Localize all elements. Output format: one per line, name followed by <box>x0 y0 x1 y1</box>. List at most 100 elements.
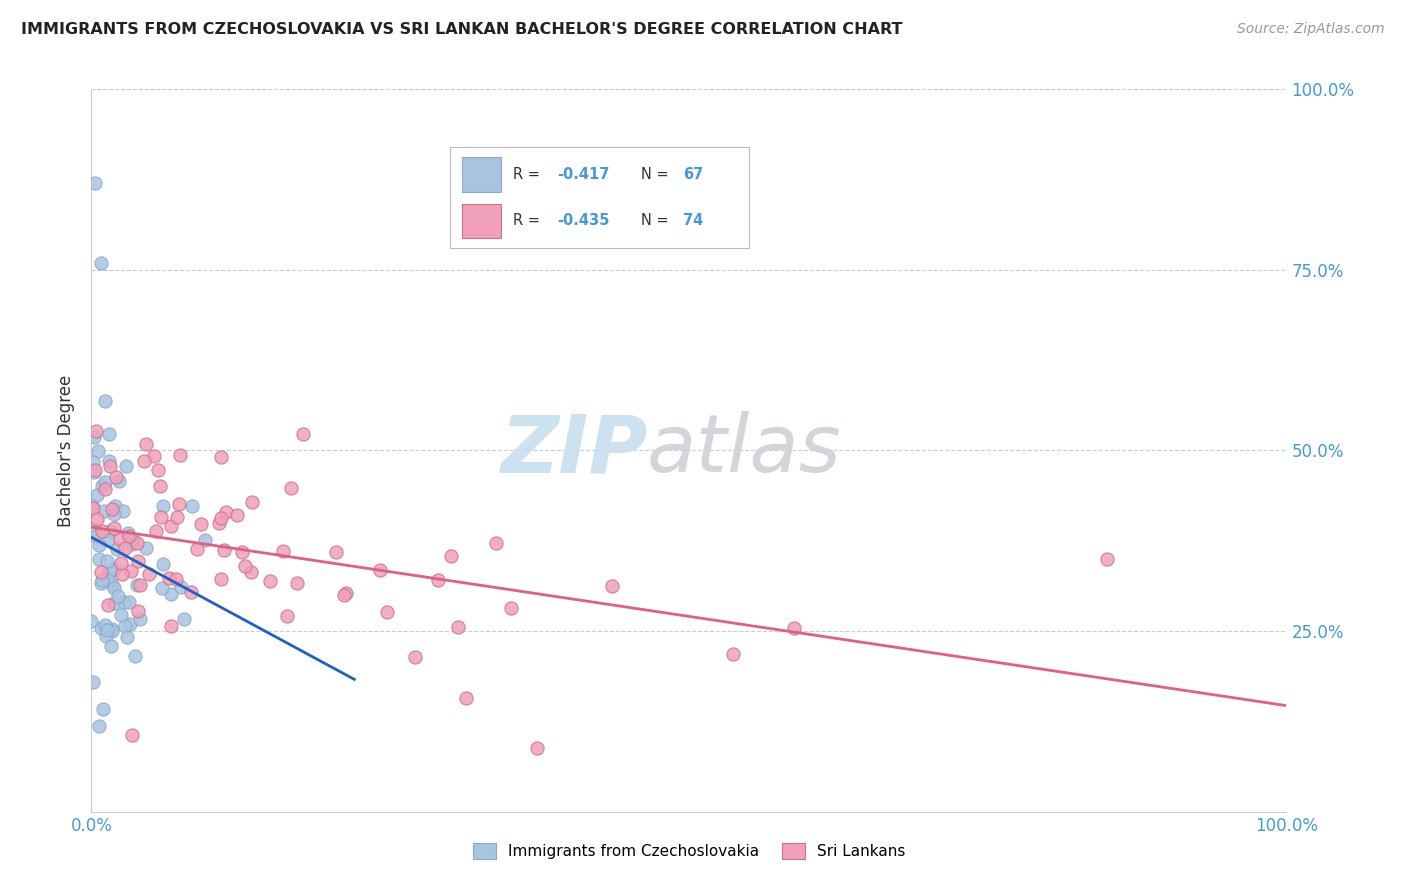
Point <box>90 621 112 635</box>
Point <box>94 475 117 489</box>
Point <box>276 609 298 624</box>
Point <box>103 521 125 535</box>
Point <box>90 479 112 493</box>
Point <box>233 559 256 574</box>
Point <box>105 541 128 556</box>
Text: N =: N = <box>641 213 669 228</box>
Point <box>87 443 110 458</box>
Point <box>335 585 357 599</box>
Point <box>526 741 548 756</box>
Point <box>180 499 202 513</box>
Point <box>97 565 120 579</box>
Point <box>83 430 105 444</box>
Point <box>97 573 120 587</box>
Point <box>160 518 183 533</box>
Point <box>169 448 191 462</box>
Point <box>190 516 212 531</box>
Point <box>110 608 132 623</box>
Point <box>159 619 181 633</box>
Point <box>285 576 308 591</box>
Point <box>89 565 111 579</box>
Point <box>91 702 114 716</box>
Point <box>114 541 136 556</box>
Point <box>125 536 148 550</box>
Point <box>86 488 108 502</box>
Point <box>231 545 253 559</box>
Point <box>209 450 232 464</box>
Point <box>96 623 118 637</box>
Point <box>149 509 172 524</box>
Point <box>121 533 143 547</box>
Point <box>84 424 107 438</box>
Text: -0.435: -0.435 <box>558 213 610 228</box>
Point <box>447 620 470 634</box>
Text: 74: 74 <box>683 213 703 228</box>
Point <box>120 564 142 578</box>
Point <box>160 587 183 601</box>
Point <box>783 620 806 634</box>
FancyBboxPatch shape <box>463 157 501 192</box>
Point <box>108 474 131 488</box>
Point <box>84 176 107 190</box>
Point <box>194 533 217 547</box>
Point <box>499 601 522 615</box>
Text: Source: ZipAtlas.com: Source: ZipAtlas.com <box>1237 22 1385 37</box>
Point <box>440 549 463 564</box>
Point <box>101 623 124 637</box>
Point <box>135 436 157 450</box>
Point <box>103 508 125 522</box>
Point <box>98 454 121 468</box>
Point <box>121 537 143 551</box>
Point <box>118 595 141 609</box>
Point <box>83 463 105 477</box>
Point <box>82 674 104 689</box>
Point <box>97 533 120 547</box>
Point <box>114 619 136 633</box>
Point <box>114 459 136 474</box>
Point <box>1097 551 1119 566</box>
FancyBboxPatch shape <box>463 203 501 238</box>
Point <box>107 589 129 603</box>
Point <box>94 394 117 409</box>
Text: N =: N = <box>641 167 669 182</box>
Point <box>146 463 169 477</box>
Point <box>87 719 110 733</box>
Point <box>152 499 174 513</box>
Text: R =: R = <box>513 167 540 182</box>
Legend: Immigrants from Czechoslovakia, Sri Lankans: Immigrants from Czechoslovakia, Sri Lank… <box>467 838 911 865</box>
Point <box>404 650 426 665</box>
Point <box>152 558 174 572</box>
Point <box>98 458 121 473</box>
Point <box>209 572 232 586</box>
Point <box>83 465 105 479</box>
Point <box>325 545 347 559</box>
Point <box>86 511 108 525</box>
Point <box>170 580 193 594</box>
Point <box>91 574 114 588</box>
Point <box>157 571 180 585</box>
Text: 67: 67 <box>683 167 703 182</box>
Point <box>165 572 187 586</box>
Point <box>209 511 232 525</box>
Text: ZIP: ZIP <box>499 411 647 490</box>
Point <box>108 532 131 546</box>
Point <box>169 498 191 512</box>
Point <box>454 691 477 706</box>
Point <box>368 563 391 577</box>
Point <box>96 554 118 568</box>
Point <box>103 562 125 576</box>
Point <box>150 582 173 596</box>
Point <box>117 525 139 540</box>
Point <box>240 565 263 579</box>
Point <box>225 508 247 522</box>
Point <box>135 541 157 555</box>
Point <box>118 617 141 632</box>
Point <box>121 728 143 742</box>
Point <box>103 596 125 610</box>
Point <box>127 554 149 568</box>
Point <box>134 453 156 467</box>
Point <box>186 541 208 556</box>
Point <box>94 629 117 643</box>
Point <box>115 630 138 644</box>
Point <box>94 617 117 632</box>
